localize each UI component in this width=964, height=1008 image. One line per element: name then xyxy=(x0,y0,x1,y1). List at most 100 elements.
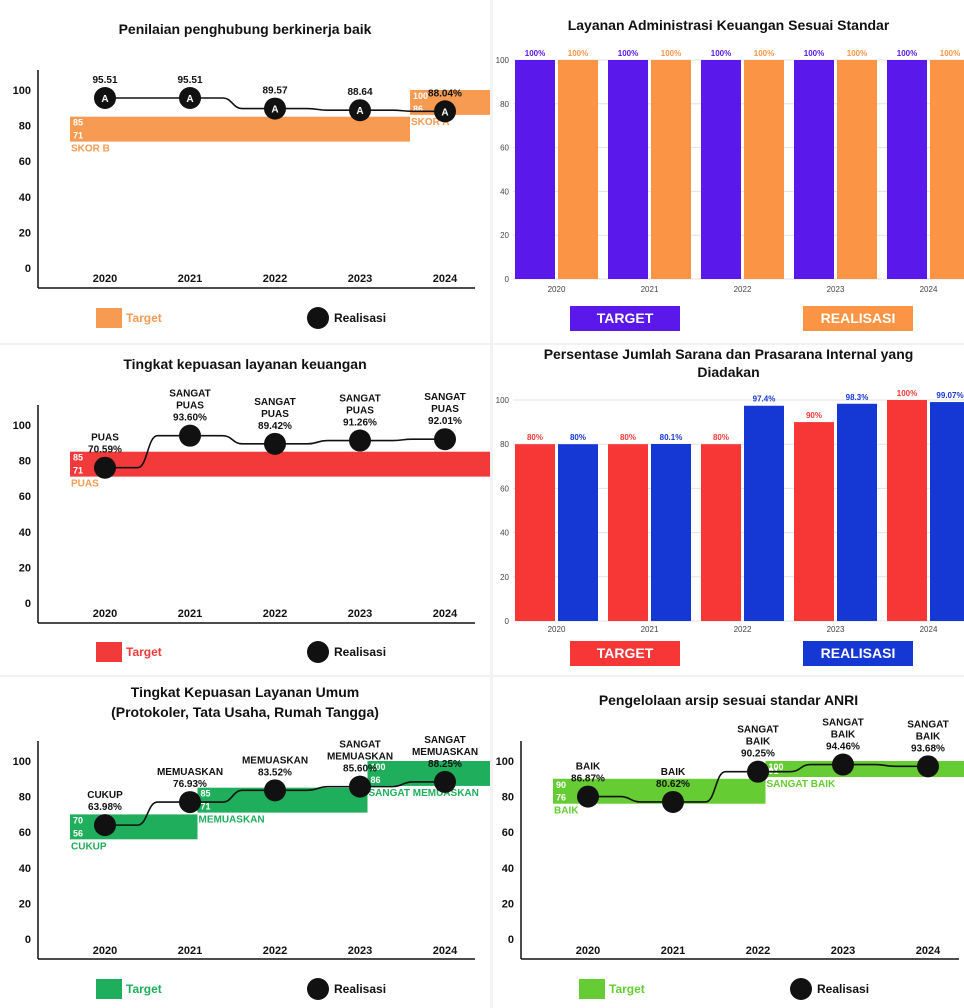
legend-target-label: Target xyxy=(126,311,162,325)
legend-target-swatch xyxy=(96,642,122,662)
y-tick-label: 0 xyxy=(505,275,510,284)
bar xyxy=(887,60,927,279)
chart-title: Tingkat kepuasan layanan keuangan xyxy=(123,356,366,372)
bar xyxy=(930,402,964,621)
realisasi-value-label: 88.64 xyxy=(347,87,372,98)
realisasi-marker xyxy=(94,456,116,479)
chart-title: (Protokoler, Tata Usaha, Rumah Tangga) xyxy=(111,704,379,720)
realisasi-value-label: BAIK xyxy=(746,737,771,748)
x-tick-label: 2023 xyxy=(831,945,855,957)
x-tick-label: 2022 xyxy=(734,625,752,634)
bar-value-label: 100% xyxy=(847,49,867,58)
realisasi-marker xyxy=(434,100,456,123)
y-tick-label: 60 xyxy=(500,144,509,153)
legend-label: TARGET xyxy=(597,645,654,661)
legend-realisasi-marker xyxy=(790,978,812,1000)
realisasi-value-label: SANGAT xyxy=(737,725,778,736)
y-tick-label: 80 xyxy=(500,100,509,109)
y-tick-label: 100 xyxy=(496,396,510,405)
x-tick-label: 2022 xyxy=(734,285,752,294)
bar xyxy=(558,60,598,279)
y-tick-label: 60 xyxy=(500,484,509,493)
y-tick-label: 60 xyxy=(19,156,31,168)
x-tick-label: 2021 xyxy=(641,625,659,634)
x-tick-label: 2020 xyxy=(548,285,566,294)
band-upper-label: 100 xyxy=(769,762,784,772)
band-category-label: SKOR B xyxy=(71,144,110,155)
x-tick-label: 2023 xyxy=(348,945,372,957)
target-band xyxy=(70,451,490,477)
legend-target-swatch xyxy=(579,979,605,999)
chart-title: Tingkat Kepuasan Layanan Umum xyxy=(131,684,359,700)
realisasi-marker xyxy=(917,755,939,778)
x-tick-label: 2023 xyxy=(348,273,372,285)
chart-layanan-umum: Tingkat Kepuasan Layanan Umum (Protokoler… xyxy=(13,684,490,1000)
realisasi-marker xyxy=(264,432,286,455)
chart-title: Persentase Jumlah Sarana dan Prasarana I… xyxy=(544,346,914,362)
chart-title: Layanan Administrasi Keuangan Sesuai Sta… xyxy=(568,17,890,33)
bar-value-label: 100% xyxy=(525,49,545,58)
y-tick-label: 0 xyxy=(505,617,510,626)
realisasi-value-label: MEMUASKAN xyxy=(412,747,478,758)
realisasi-value-label: PUAS xyxy=(176,401,204,412)
x-tick-label: 2023 xyxy=(827,285,845,294)
realisasi-marker xyxy=(577,785,599,808)
realisasi-value-label: PUAS xyxy=(261,409,289,420)
realisasi-marker xyxy=(94,814,116,837)
band-category-label: SANGAT BAIK xyxy=(767,779,836,790)
y-tick-label: 100 xyxy=(496,756,514,768)
realisasi-value-label: SANGAT xyxy=(339,740,380,751)
bar xyxy=(651,443,691,621)
band-lower-label: 76 xyxy=(556,793,566,803)
bar xyxy=(794,422,834,621)
realisasi-value-label: BAIK xyxy=(916,731,941,742)
realisasi-value-label: PUAS xyxy=(91,433,119,444)
y-tick-label: 100 xyxy=(13,420,31,432)
realisasi-value-label: BAIK xyxy=(661,767,686,778)
bar xyxy=(837,60,877,279)
band-upper-label: 90 xyxy=(556,780,566,790)
y-tick-label: 40 xyxy=(500,187,509,196)
bar xyxy=(887,400,927,621)
x-tick-label: 2024 xyxy=(920,285,938,294)
realisasi-value-label: 88.25% xyxy=(428,759,462,770)
band-upper-label: 85 xyxy=(201,789,211,799)
bar-value-label: 90% xyxy=(806,411,822,420)
panel-administrasi: Layanan Administrasi Keuangan Sesuai Sta… xyxy=(493,0,964,343)
realisasi-value-label: 89.57 xyxy=(262,86,287,97)
x-tick-label: 2020 xyxy=(93,945,117,957)
legend-target-label: Target xyxy=(609,982,645,996)
legend-label: REALISASI xyxy=(821,645,896,661)
y-tick-label: 80 xyxy=(500,440,509,449)
chart-penghubung: Penilaian penghubung berkinerja baik 0 20 4… xyxy=(13,21,490,329)
y-tick-label: 100 xyxy=(13,85,31,97)
x-tick-label: 2020 xyxy=(548,625,566,634)
y-tick-label: 40 xyxy=(500,529,509,538)
panel-penghubung: Penilaian penghubung berkinerja baik 0 20 4… xyxy=(0,0,490,343)
y-tick-label: 40 xyxy=(19,192,31,204)
grade-label: A xyxy=(441,107,448,118)
x-tick-label: 2021 xyxy=(178,608,202,620)
bar-value-label: 97.4% xyxy=(753,395,776,404)
legend-target-swatch xyxy=(96,308,122,328)
realisasi-value-label: MEMUASKAN xyxy=(327,752,393,763)
y-tick-label: 80 xyxy=(502,792,514,804)
realisasi-value-label: BAIK xyxy=(831,730,856,741)
y-tick-label: 80 xyxy=(19,456,31,468)
realisasi-marker xyxy=(264,97,286,120)
x-tick-label: 2022 xyxy=(746,945,770,957)
realisasi-value-label: SANGAT xyxy=(424,392,465,403)
realisasi-value-label: 89.42% xyxy=(258,421,292,432)
realisasi-marker xyxy=(434,770,456,793)
realisasi-marker xyxy=(832,753,854,776)
legend-label: REALISASI xyxy=(821,310,896,326)
target-band xyxy=(70,116,410,142)
bar xyxy=(701,444,741,621)
band-category-label: CUKUP xyxy=(71,841,107,852)
realisasi-value-label: SANGAT xyxy=(254,397,295,408)
chart-title: Diadakan xyxy=(697,364,759,380)
bar-value-label: 80% xyxy=(713,433,729,442)
legend-target-swatch xyxy=(96,979,122,999)
panel-kepuasan-keuangan: Tingkat kepuasan layanan keuangan 0 20 40 60… xyxy=(0,345,490,675)
x-tick-label: 2020 xyxy=(576,945,600,957)
